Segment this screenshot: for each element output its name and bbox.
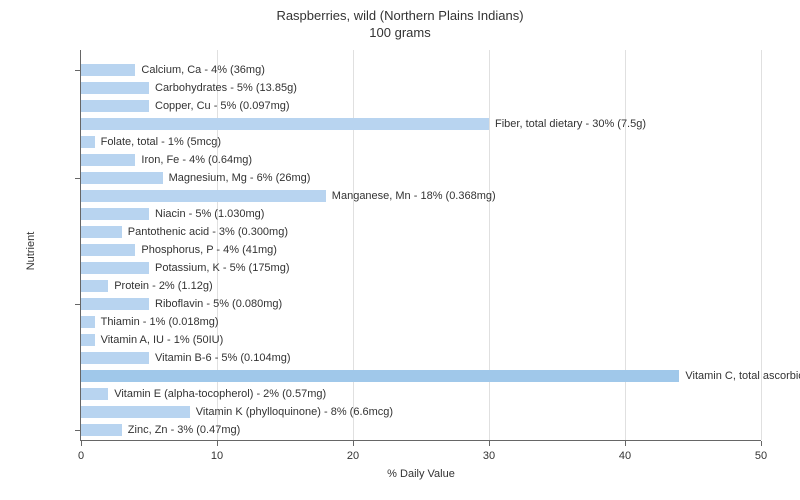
bar: [81, 190, 326, 202]
bar: [81, 352, 149, 364]
bar: [81, 244, 135, 256]
bar-label: Calcium, Ca - 4% (36mg): [141, 64, 264, 76]
bar-label: Protein - 2% (1.12g): [114, 280, 212, 292]
bar: [81, 316, 95, 328]
x-tick-label: 40: [619, 450, 631, 462]
bar-label: Folate, total - 1% (5mcg): [101, 136, 221, 148]
bar-label: Phosphorus, P - 4% (41mg): [141, 244, 277, 256]
title-line-2: 100 grams: [369, 25, 430, 40]
bar: [81, 334, 95, 346]
bar-label: Manganese, Mn - 18% (0.368mg): [332, 190, 496, 202]
x-tick-label: 30: [483, 450, 495, 462]
bar-label: Vitamin B-6 - 5% (0.104mg): [155, 352, 291, 364]
x-tick-label: 10: [211, 450, 223, 462]
bar: [81, 406, 190, 418]
bar-label: Copper, Cu - 5% (0.097mg): [155, 100, 290, 112]
bar: [81, 82, 149, 94]
bar: [81, 64, 135, 76]
bar-label: Riboflavin - 5% (0.080mg): [155, 298, 282, 310]
x-tick-label: 20: [347, 450, 359, 462]
bar: [81, 100, 149, 112]
nutrient-chart: Raspberries, wild (Northern Plains India…: [0, 0, 800, 500]
bar-label: Vitamin A, IU - 1% (50IU): [101, 334, 224, 346]
bar: [81, 226, 122, 238]
bar: [81, 388, 108, 400]
bar-label: Carbohydrates - 5% (13.85g): [155, 82, 297, 94]
bar-label: Niacin - 5% (1.030mg): [155, 208, 264, 220]
x-tick: [81, 441, 82, 446]
y-tick: [75, 178, 80, 179]
y-tick: [75, 70, 80, 71]
x-axis-label: % Daily Value: [387, 468, 455, 480]
bar: [81, 298, 149, 310]
bar: [81, 262, 149, 274]
x-tick: [353, 441, 354, 446]
bar-label: Magnesium, Mg - 6% (26mg): [169, 172, 311, 184]
bar: [81, 154, 135, 166]
plot-area: Nutrient % Daily Value 01020304050Calciu…: [80, 50, 761, 441]
title-line-1: Raspberries, wild (Northern Plains India…: [276, 8, 523, 23]
bar-label: Vitamin E (alpha-tocopherol) - 2% (0.57m…: [114, 388, 326, 400]
bar-label: Vitamin K (phylloquinone) - 8% (6.6mcg): [196, 406, 393, 418]
bar-label: Iron, Fe - 4% (0.64mg): [141, 154, 252, 166]
bar: [81, 424, 122, 436]
bar-label: Vitamin C, total ascorbic acid - 44% (26…: [685, 370, 800, 382]
x-tick: [489, 441, 490, 446]
x-tick-label: 0: [78, 450, 84, 462]
y-tick: [75, 430, 80, 431]
chart-title: Raspberries, wild (Northern Plains India…: [0, 0, 800, 42]
x-tick: [761, 441, 762, 446]
x-tick-label: 50: [755, 450, 767, 462]
bar-label: Potassium, K - 5% (175mg): [155, 262, 290, 274]
bar: [81, 118, 489, 130]
bar: [81, 208, 149, 220]
x-tick: [625, 441, 626, 446]
bar: [81, 280, 108, 292]
bar: [81, 136, 95, 148]
bar: [81, 370, 679, 382]
bar-label: Zinc, Zn - 3% (0.47mg): [128, 424, 240, 436]
y-axis-label: Nutrient: [25, 232, 37, 271]
bar-label: Pantothenic acid - 3% (0.300mg): [128, 226, 288, 238]
y-tick: [75, 304, 80, 305]
bar-label: Thiamin - 1% (0.018mg): [101, 316, 219, 328]
bar-label: Fiber, total dietary - 30% (7.5g): [495, 118, 646, 130]
bar: [81, 172, 163, 184]
x-tick: [217, 441, 218, 446]
